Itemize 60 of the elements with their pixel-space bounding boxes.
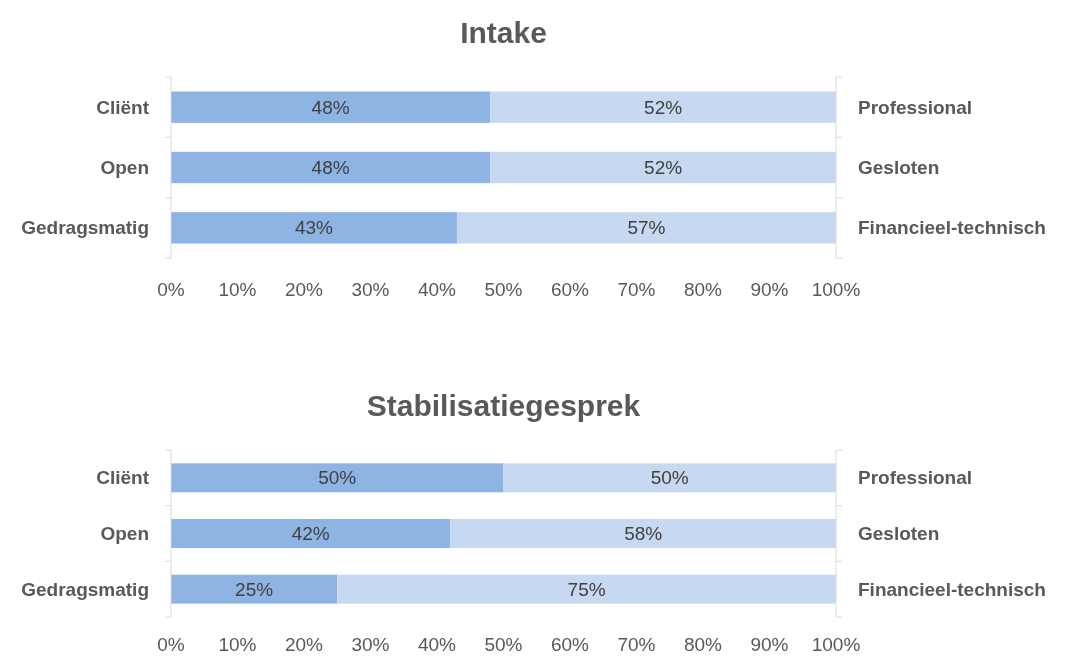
x-tick-label: 10% bbox=[218, 634, 257, 656]
x-tick-label: 60% bbox=[550, 279, 590, 301]
y-tick-label: Gedragsmatig bbox=[21, 217, 149, 239]
bar bbox=[171, 463, 504, 493]
data-label: 52% bbox=[644, 157, 683, 179]
y-tick-label: Cliënt bbox=[96, 467, 150, 489]
data-label: 52% bbox=[644, 96, 683, 118]
bar bbox=[490, 91, 836, 123]
data-label: 50% bbox=[650, 467, 689, 489]
data-label: 48% bbox=[311, 96, 350, 118]
bar bbox=[450, 519, 836, 548]
bar bbox=[456, 212, 836, 244]
x-tick-label: 60% bbox=[550, 634, 590, 656]
bar bbox=[171, 91, 491, 123]
bar bbox=[171, 212, 457, 244]
data-label: 43% bbox=[294, 217, 334, 239]
y2-tick-label: Financieel-technisch bbox=[858, 578, 1046, 600]
x-tick-label: 0% bbox=[157, 634, 185, 656]
x-tick-label: 70% bbox=[617, 279, 656, 301]
y2-tick-label: Professional bbox=[858, 467, 973, 489]
y2-tick-label: Gesloten bbox=[858, 523, 940, 545]
x-tick-label: 80% bbox=[683, 634, 723, 656]
y2-tick-label: Professional bbox=[858, 96, 973, 118]
x-tick-label: 20% bbox=[284, 279, 324, 301]
data-label: 48% bbox=[311, 157, 350, 179]
chart-title: Stabilisatiegesprek bbox=[366, 388, 641, 422]
x-tick-label: 40% bbox=[417, 279, 457, 301]
x-tick-label: 70% bbox=[617, 634, 656, 656]
x-tick-label: 10% bbox=[218, 279, 257, 301]
x-tick-label: 20% bbox=[284, 634, 324, 656]
x-tick-label: 50% bbox=[484, 279, 523, 301]
bar bbox=[337, 574, 836, 604]
bar bbox=[171, 574, 338, 604]
data-label: 50% bbox=[318, 467, 357, 489]
y-tick-label: Open bbox=[100, 157, 149, 179]
x-tick-label: 30% bbox=[351, 279, 390, 301]
data-label: 57% bbox=[627, 217, 666, 239]
bar bbox=[171, 151, 491, 184]
x-tick-label: 0% bbox=[157, 279, 185, 301]
x-tick-label: 90% bbox=[750, 279, 789, 301]
y2-tick-label: Gesloten bbox=[858, 157, 940, 179]
data-label: 42% bbox=[291, 523, 330, 545]
y-tick-label: Open bbox=[100, 523, 149, 545]
y-tick-label: Cliënt bbox=[96, 96, 150, 118]
x-tick-label: 50% bbox=[484, 634, 523, 656]
data-label: 25% bbox=[235, 578, 274, 600]
x-tick-label: 90% bbox=[750, 634, 789, 656]
chart-title: Intake bbox=[460, 15, 547, 49]
data-label: 75% bbox=[567, 578, 606, 600]
x-tick-label: 100% bbox=[811, 279, 861, 301]
x-tick-label: 30% bbox=[351, 634, 390, 656]
data-label: 58% bbox=[624, 523, 663, 545]
bar bbox=[503, 463, 836, 493]
y2-tick-label: Financieel-technisch bbox=[858, 217, 1046, 239]
x-tick-label: 100% bbox=[811, 634, 861, 656]
bar bbox=[171, 519, 451, 548]
bar bbox=[490, 151, 836, 184]
x-tick-label: 80% bbox=[683, 279, 723, 301]
y-tick-label: Gedragsmatig bbox=[21, 578, 149, 600]
x-tick-label: 40% bbox=[417, 634, 457, 656]
